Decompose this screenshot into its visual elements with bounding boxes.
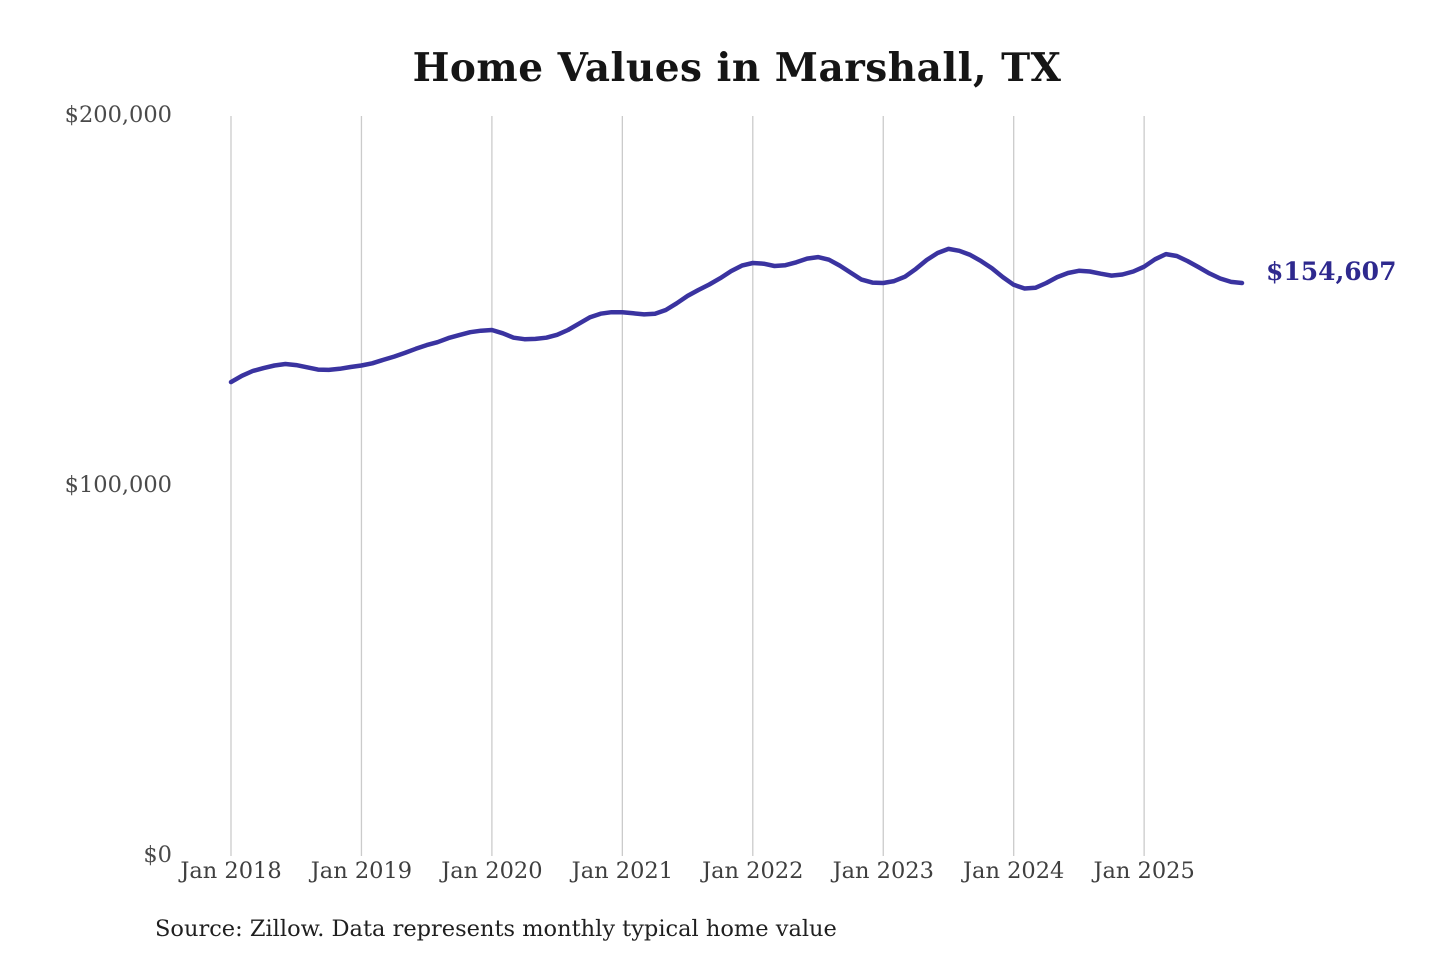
x-tick-label: Jan 2022 bbox=[702, 858, 804, 884]
y-tick-label: $100,000 bbox=[64, 472, 172, 498]
chart-title: Home Values in Marshall, TX bbox=[412, 45, 1062, 91]
x-tick-label: Jan 2025 bbox=[1093, 858, 1195, 884]
x-tick-label: Jan 2018 bbox=[180, 858, 282, 884]
x-tick-label: Jan 2019 bbox=[310, 858, 413, 884]
line-end-value-label: $154,607 bbox=[1266, 256, 1397, 286]
y-tick-label: $0 bbox=[143, 842, 172, 868]
x-tick-label: Jan 2020 bbox=[441, 858, 543, 884]
x-tick-label: Jan 2021 bbox=[571, 858, 674, 884]
x-tick-label: Jan 2024 bbox=[963, 858, 1065, 884]
x-tick-label: Jan 2023 bbox=[832, 858, 934, 884]
home-value-line bbox=[228, 246, 1245, 385]
source-note: Source: Zillow. Data represents monthly … bbox=[155, 916, 837, 942]
y-tick-label: $200,000 bbox=[64, 102, 172, 128]
